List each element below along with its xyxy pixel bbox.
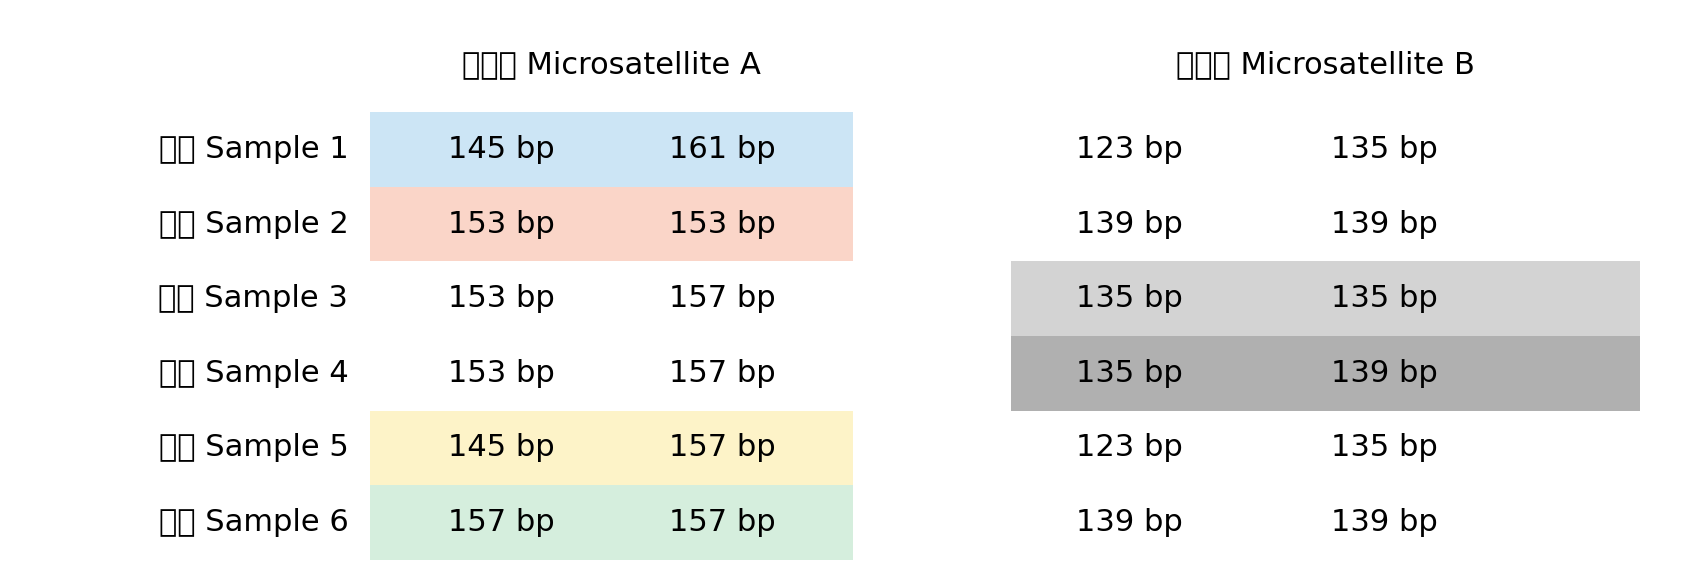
Text: 135 bp: 135 bp: [1077, 359, 1182, 388]
Text: 157 bp: 157 bp: [669, 284, 774, 313]
Text: 153 bp: 153 bp: [448, 284, 554, 313]
Text: 139 bp: 139 bp: [1077, 210, 1182, 238]
Bar: [370, 112, 852, 187]
Bar: [370, 187, 852, 261]
Text: 157 bp: 157 bp: [448, 508, 554, 537]
Text: 153 bp: 153 bp: [448, 359, 554, 388]
Text: 157 bp: 157 bp: [669, 434, 774, 462]
Text: 153 bp: 153 bp: [448, 210, 554, 238]
Text: 微衛星 Microsatellite A: 微衛星 Microsatellite A: [462, 50, 761, 79]
Text: 139 bp: 139 bp: [1077, 508, 1182, 537]
Text: 樣本 Sample 2: 樣本 Sample 2: [158, 210, 348, 238]
Text: 123 bp: 123 bp: [1077, 135, 1182, 164]
Text: 135 bp: 135 bp: [1331, 284, 1437, 313]
Bar: [1010, 485, 1639, 560]
Text: 139 bp: 139 bp: [1331, 359, 1437, 388]
Text: 樣本 Sample 3: 樣本 Sample 3: [158, 284, 348, 313]
Text: 139 bp: 139 bp: [1331, 210, 1437, 238]
Bar: [1010, 112, 1639, 187]
Text: 135 bp: 135 bp: [1331, 135, 1437, 164]
Text: 樣本 Sample 6: 樣本 Sample 6: [158, 508, 348, 537]
Bar: [370, 485, 852, 560]
Bar: [370, 336, 852, 411]
Text: 135 bp: 135 bp: [1077, 284, 1182, 313]
Bar: [370, 411, 852, 485]
Text: 樣本 Sample 4: 樣本 Sample 4: [158, 359, 348, 388]
Bar: [1010, 411, 1639, 485]
Bar: [1010, 261, 1639, 336]
Text: 145 bp: 145 bp: [448, 135, 554, 164]
Bar: [1010, 187, 1639, 261]
Text: 樣本 Sample 5: 樣本 Sample 5: [158, 434, 348, 462]
Text: 145 bp: 145 bp: [448, 434, 554, 462]
Text: 157 bp: 157 bp: [669, 359, 774, 388]
Bar: [370, 261, 852, 336]
Bar: [1010, 336, 1639, 411]
Text: 157 bp: 157 bp: [669, 508, 774, 537]
Text: 161 bp: 161 bp: [669, 135, 774, 164]
Text: 樣本 Sample 1: 樣本 Sample 1: [158, 135, 348, 164]
Text: 153 bp: 153 bp: [669, 210, 774, 238]
Text: 139 bp: 139 bp: [1331, 508, 1437, 537]
Text: 微衛星 Microsatellite B: 微衛星 Microsatellite B: [1175, 50, 1474, 79]
Text: 135 bp: 135 bp: [1331, 434, 1437, 462]
Text: 123 bp: 123 bp: [1077, 434, 1182, 462]
